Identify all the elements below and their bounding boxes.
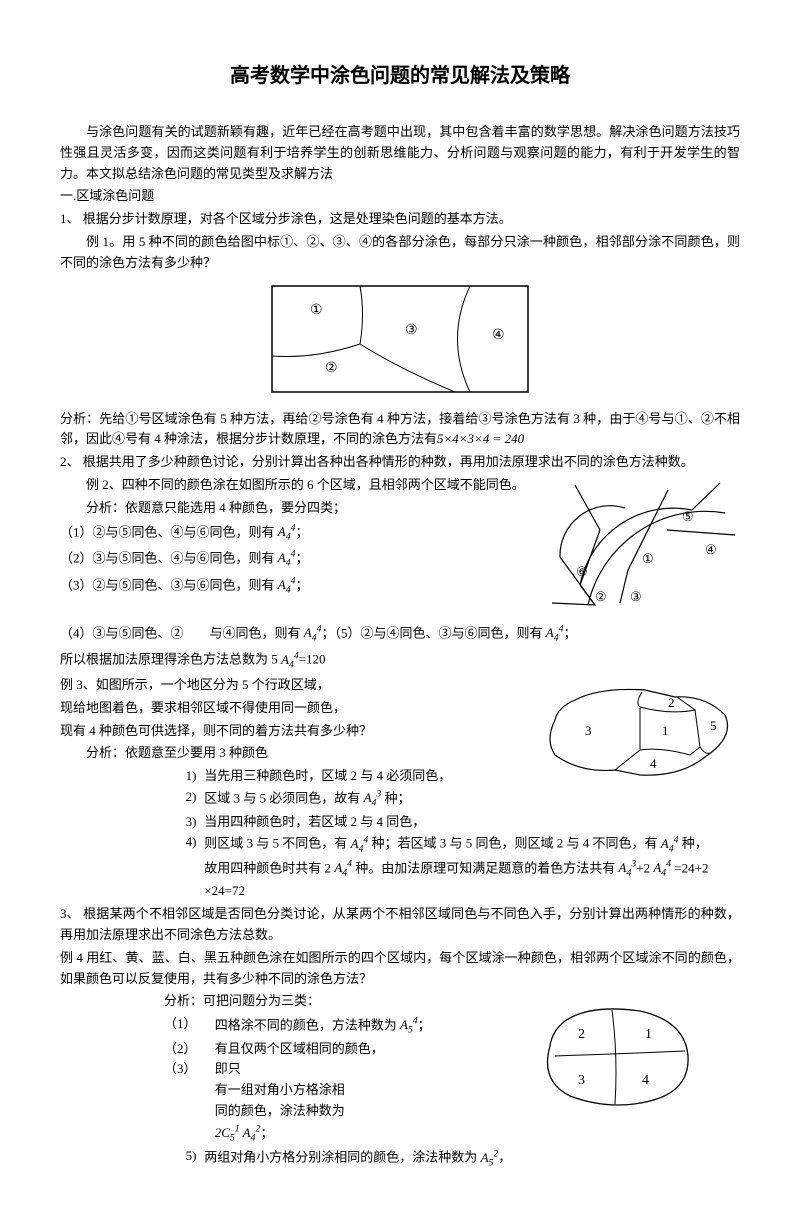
svg-text:②: ② <box>595 589 607 604</box>
svg-text:⑥: ⑥ <box>576 564 588 579</box>
svg-text:2: 2 <box>578 1027 585 1042</box>
svg-text:2: 2 <box>668 695 675 710</box>
svg-text:3: 3 <box>585 723 592 738</box>
example-4-question: 例 4 用红、黄、蓝、白、黑五种颜色涂在如图所示的四个区域内，每个区域涂一种颜色… <box>60 948 740 990</box>
svg-text:3: 3 <box>578 1073 585 1088</box>
rule-1: 1、 根据分步计数原理，对各个区域分步涂色，这是处理染色问题的基本方法。 <box>60 209 740 230</box>
section-heading: 一.区域涂色问题 <box>60 186 740 207</box>
svg-text:③: ③ <box>630 589 642 604</box>
svg-text:④: ④ <box>705 542 717 557</box>
ex4-item-5: 5)两组对角小方格分别涂相同的颜色，涂法种数为 A52， <box>164 1146 740 1171</box>
figure-four-regions: 1 2 3 4 <box>530 996 700 1116</box>
ex4-item-1: （1）四格涂不同的颜色，方法种数为 A54； <box>164 1014 520 1039</box>
svg-text:②: ② <box>325 361 338 376</box>
ex2-case-4-5: （4）③与⑤同色、② 与④同色，则有 A44；（5）②与④同色、③与⑥同色，则有… <box>60 622 740 647</box>
rule-2: 2、 根据共用了多少种颜色讨论，分别计算出各种出各种情形的种数，再用加法原理求出… <box>60 452 740 473</box>
ex3-item-1: 1)当先用三种颜色时，区域 2 与 4 必须同色， <box>164 766 530 787</box>
svg-text:1: 1 <box>662 723 669 738</box>
svg-text:①: ① <box>642 551 654 566</box>
example-1-analysis: 分析：先给①号区域涂色有 5 种方法，再给②号涂色有 4 种方法，接着给③号涂色… <box>60 409 740 451</box>
figure-rectangle: ① ② ③ ④ <box>270 284 530 394</box>
svg-text:④: ④ <box>492 328 505 343</box>
ex3-item-4: 4)则区域 3 与 5 不同色，有 A44 种；若区域 3 与 5 同色，则区域… <box>164 832 740 902</box>
svg-text:5: 5 <box>710 718 717 733</box>
svg-text:1: 1 <box>645 1027 652 1042</box>
ex4-item-2: （2）有且仅两个区域相同的颜色， <box>164 1039 520 1060</box>
svg-text:4: 4 <box>642 1073 649 1088</box>
svg-text:4: 4 <box>650 756 657 771</box>
figure-fan-sectors: ① ② ③ ④ ⑤ ⑥ <box>540 475 740 620</box>
ex4-item-3: （3）即只有一组对角小方格涂相同的颜色，涂法种数为2C51 A42； <box>164 1059 520 1146</box>
svg-text:⑤: ⑤ <box>682 509 694 524</box>
doc-title: 高考数学中涂色问题的常见解法及策略 <box>60 60 740 92</box>
example-1-question: 例 1。用 5 种不同的颜色给图中标①、②、③、④的各部分涂色，每部分只涂一种颜… <box>60 232 740 274</box>
ex2-total: 所以根据加法原理得涂色方法总数为 5 A44=120 <box>60 648 740 673</box>
intro-paragraph: 与涂色问题有关的试题新颖有趣，近年已经在高考题中出现，其中包含着丰富的数学思想。… <box>60 122 740 184</box>
svg-text:③: ③ <box>405 323 418 338</box>
figure-map-regions: 1 2 3 4 5 <box>540 675 740 785</box>
ex3-item-3: 3)当用四种颜色时，若区域 2 与 4 同色， <box>164 812 740 833</box>
svg-text:①: ① <box>310 303 323 318</box>
rule-3: 3、 根据某两个不相邻区域是否同色分类讨论，从某两个不相邻区域同色与不同色入手，… <box>60 904 740 946</box>
ex3-item-2: 2)区域 3 与 5 必须同色，故有 A43 种； <box>164 787 740 812</box>
formula-240: 5×4×3×4 = 240 <box>437 431 524 446</box>
